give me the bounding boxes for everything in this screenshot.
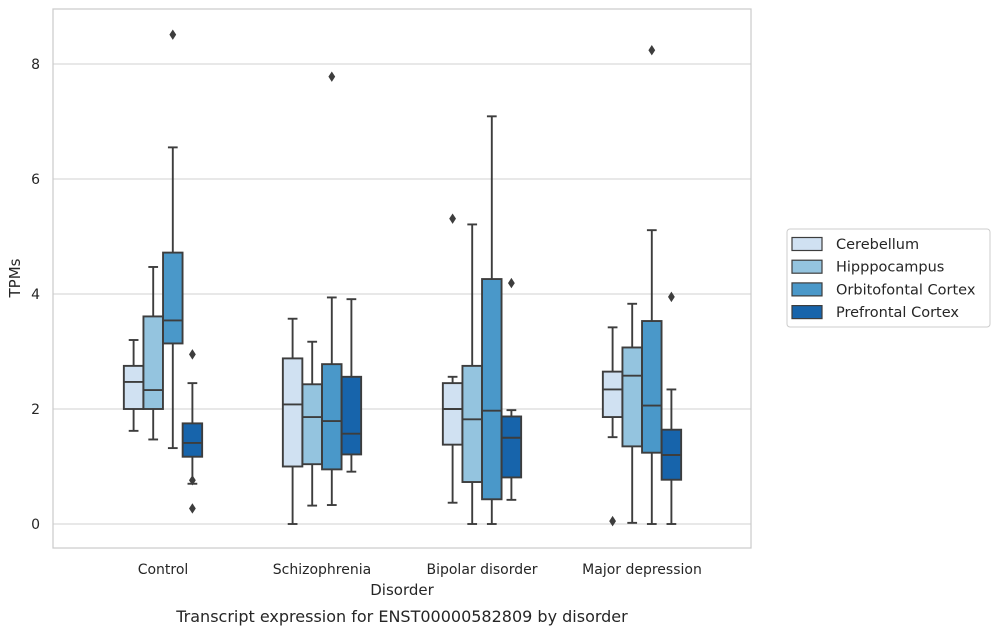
box-prefrontal-cortex: [340, 298, 363, 473]
box-hipppocampus: [461, 223, 483, 525]
box-orbitofontal-cortex: [321, 71, 343, 506]
outlier-point: [648, 45, 656, 56]
x-tick-label: Schizophrenia: [273, 562, 371, 578]
legend-swatch: [791, 282, 823, 297]
box-orbitofontal-cortex: [162, 29, 184, 450]
y-axis-label: TPMs: [6, 258, 24, 298]
x-tick-label: Major depression: [582, 562, 702, 578]
plot-frame: [52, 8, 752, 549]
y-tick-label: 4: [31, 287, 40, 303]
y-tick-label: 6: [31, 172, 40, 188]
box-prefrontal-cortex: [500, 277, 523, 501]
legend: Cerebellum Hipppocampus Orbitofontal Corte…: [786, 228, 991, 328]
chart-caption: Transcript expression for ENST0000058280…: [175, 607, 628, 626]
box-body: [321, 363, 343, 471]
legend-frame: [786, 228, 991, 328]
box-body: [301, 383, 323, 466]
box-body: [142, 315, 164, 410]
outlier-point: [189, 475, 196, 486]
box-prefrontal-cortex: [660, 291, 683, 525]
box-series: [122, 29, 683, 527]
box-body: [340, 375, 363, 456]
outlier-point: [169, 29, 177, 40]
box-body: [500, 415, 523, 479]
box-hipppocampus: [621, 302, 643, 524]
box-prefrontal-cortex: [181, 349, 204, 514]
box-orbitofontal-cortex: [641, 45, 663, 525]
box-cerebellum: [281, 317, 304, 525]
legend-label: Hipppocampus: [836, 260, 944, 276]
outlier-point: [449, 213, 456, 224]
box-body: [281, 357, 304, 468]
legend-label: Prefrontal Cortex: [836, 305, 959, 321]
box-body: [621, 346, 643, 448]
box-cerebellum: [122, 339, 145, 432]
box-body: [641, 320, 663, 454]
legend-label: Cerebellum: [836, 237, 919, 253]
box-body: [181, 422, 204, 458]
x-axis-label: Disorder: [370, 581, 434, 599]
legend-swatch: [791, 259, 823, 274]
box-body: [481, 278, 503, 501]
x-tick-labels: Control Schizophrenia Bipolar disorder Majo…: [138, 562, 702, 578]
y-tick-label: 0: [31, 517, 40, 533]
box-orbitofontal-cortex: [481, 115, 503, 525]
x-tick-label: Control: [138, 562, 189, 578]
box-hipppocampus: [142, 266, 164, 441]
box-body: [162, 251, 184, 345]
gridlines: [53, 63, 751, 525]
outlier-point: [189, 503, 196, 514]
y-tick-labels: 0 2 4 6 8: [31, 57, 40, 533]
box-body: [441, 382, 464, 446]
legend-swatch: [791, 305, 823, 320]
box-body: [601, 370, 624, 418]
y-tick-label: 8: [31, 57, 40, 73]
y-tick-label: 2: [31, 402, 40, 418]
x-tick-label: Bipolar disorder: [426, 562, 537, 578]
box-hipppocampus: [301, 340, 323, 507]
outlier-point: [189, 349, 196, 360]
outlier-point: [668, 291, 675, 303]
legend-label: Orbitofontal Cortex: [836, 282, 976, 298]
legend-swatch: [791, 236, 823, 252]
box-cerebellum: [441, 213, 464, 504]
outlier-point: [328, 71, 336, 82]
outlier-point: [609, 515, 616, 527]
box-cerebellum: [601, 326, 624, 527]
outlier-point: [508, 277, 515, 289]
box-body: [461, 364, 483, 483]
box-body: [122, 364, 145, 410]
